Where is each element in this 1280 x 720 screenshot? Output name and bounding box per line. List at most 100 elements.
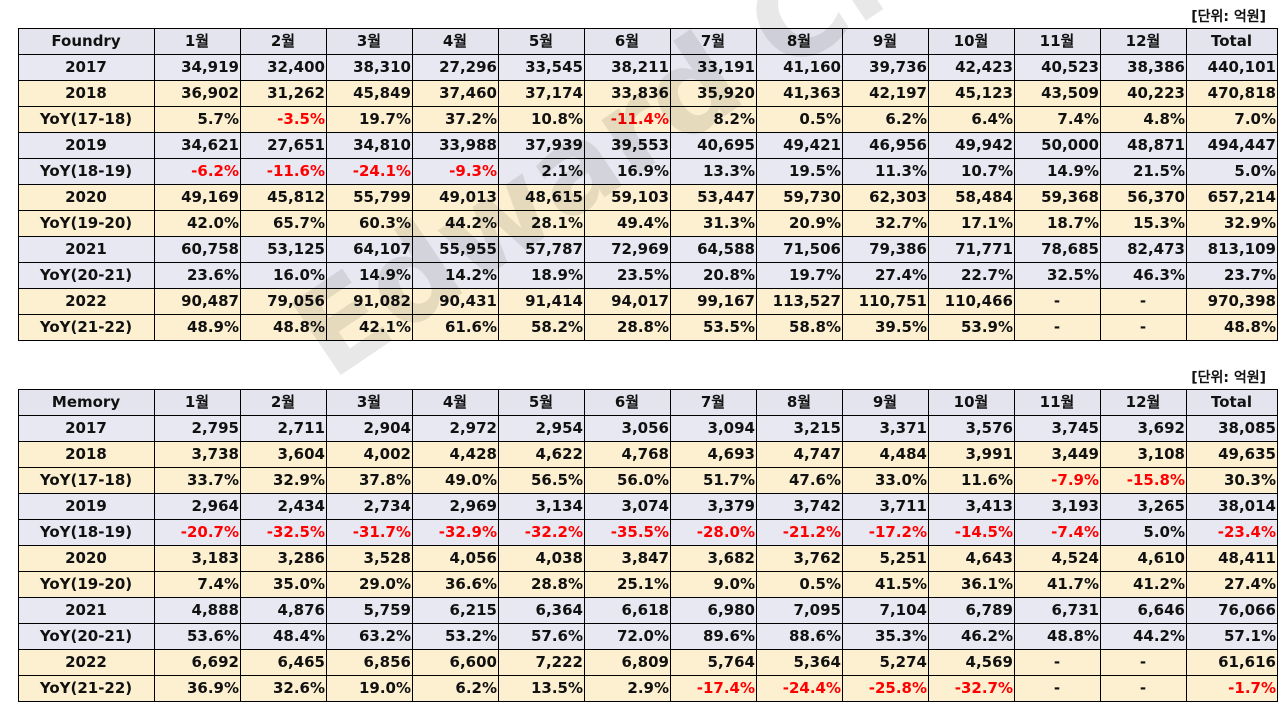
table-cell: 63.2% bbox=[326, 623, 413, 650]
table-cell: 32.7% bbox=[842, 210, 929, 237]
row-label: 2019 bbox=[18, 493, 155, 520]
table-row: 2017 2,795 2,711 2,904 2,972 2,954 3,056 3,094 3… bbox=[18, 415, 1278, 442]
table-cell: 48.9% bbox=[154, 314, 241, 341]
table-cell: 49.0% bbox=[412, 467, 499, 494]
table-cell: 2,964 bbox=[154, 493, 241, 520]
table-cell: 71,771 bbox=[928, 236, 1015, 263]
table-cell: 2,734 bbox=[326, 493, 413, 520]
row-label: YoY(18-19) bbox=[18, 158, 155, 185]
table-cell: 30.3% bbox=[1186, 467, 1278, 494]
table-cell: 3,134 bbox=[498, 493, 585, 520]
table-cell: 4,569 bbox=[928, 649, 1015, 676]
table-cell: 2,434 bbox=[240, 493, 327, 520]
table-cell: 113,527 bbox=[756, 288, 843, 315]
table-cell: 41.7% bbox=[1014, 571, 1101, 598]
table-cell: 21.5% bbox=[1100, 158, 1187, 185]
table-cell: 38,014 bbox=[1186, 493, 1278, 520]
column-header: 8월 bbox=[756, 28, 843, 55]
unit-label-memory: [단위: 억원] bbox=[1191, 370, 1266, 386]
table-cell: -35.5% bbox=[584, 519, 671, 546]
table-cell: 58,484 bbox=[928, 184, 1015, 211]
table-cell: 23.7% bbox=[1186, 262, 1278, 289]
table-cell: 53.6% bbox=[154, 623, 241, 650]
table-cell: -1.7% bbox=[1186, 675, 1278, 702]
table-cell: 55,799 bbox=[326, 184, 413, 211]
table-row: YoY(20-21) 53.6% 48.4% 63.2% 53.2% 57.6% 72.0%… bbox=[18, 623, 1278, 650]
table-cell: 3,215 bbox=[756, 415, 843, 442]
table-cell: -20.7% bbox=[154, 519, 241, 546]
table-cell: 18.7% bbox=[1014, 210, 1101, 237]
table-cell: 55,955 bbox=[412, 236, 499, 263]
table-cell: 37,460 bbox=[412, 80, 499, 107]
table-cell: 49.4% bbox=[584, 210, 671, 237]
header-row: Memory 1월 2월 3월 4월 5월 6월 7월 8월 9월 10월 11월 12월 Total bbox=[18, 389, 1278, 416]
table-cell: 970,398 bbox=[1186, 288, 1278, 315]
table-row: YoY(20-21) 23.6% 16.0% 14.9% 14.2% 18.9% 23.5%… bbox=[18, 262, 1278, 289]
table-cell: 19.5% bbox=[756, 158, 843, 185]
table-cell: 7,104 bbox=[842, 597, 929, 624]
table-cell: 41.5% bbox=[842, 571, 929, 598]
table-cell: 71,506 bbox=[756, 236, 843, 263]
table-cell: 6,646 bbox=[1100, 597, 1187, 624]
table-cell: 40,223 bbox=[1100, 80, 1187, 107]
table-cell: 3,711 bbox=[842, 493, 929, 520]
table-title-cell: Memory bbox=[18, 389, 155, 416]
table-cell: 25.1% bbox=[584, 571, 671, 598]
table-cell: 56.0% bbox=[584, 467, 671, 494]
table-cell: 2,972 bbox=[412, 415, 499, 442]
table-row: 2022 90,487 79,056 91,082 90,431 91,414 94,017… bbox=[18, 288, 1278, 315]
table-cell: 4,643 bbox=[928, 545, 1015, 572]
table-cell: 8.2% bbox=[670, 106, 757, 133]
table-cell: 32.5% bbox=[1014, 262, 1101, 289]
table-cell: 16.0% bbox=[240, 262, 327, 289]
table-cell: -23.4% bbox=[1186, 519, 1278, 546]
table-cell: 5,759 bbox=[326, 597, 413, 624]
table-cell: 657,214 bbox=[1186, 184, 1278, 211]
table-cell: 58.2% bbox=[498, 314, 585, 341]
table-cell: 90,487 bbox=[154, 288, 241, 315]
table-cell: 42,197 bbox=[842, 80, 929, 107]
row-label: YoY(19-20) bbox=[18, 571, 155, 598]
column-header: Total bbox=[1186, 28, 1278, 55]
table-cell: 20.9% bbox=[756, 210, 843, 237]
table-cell: 44.2% bbox=[1100, 623, 1187, 650]
table-cell: 49,635 bbox=[1186, 441, 1278, 468]
table-cell: 4,002 bbox=[326, 441, 413, 468]
table-cell: 15.3% bbox=[1100, 210, 1187, 237]
table-cell: 49,169 bbox=[154, 184, 241, 211]
table-row: YoY(19-20) 7.4% 35.0% 29.0% 36.6% 28.8% 25.1% 9… bbox=[18, 571, 1278, 598]
table-row: 2018 36,902 31,262 45,849 37,460 37,174 33,836… bbox=[18, 80, 1278, 107]
table-cell: 39,736 bbox=[842, 54, 929, 81]
table-cell: 3,183 bbox=[154, 545, 241, 572]
table-cell: - bbox=[1100, 649, 1187, 676]
table-cell: 59,368 bbox=[1014, 184, 1101, 211]
table-cell: -7.4% bbox=[1014, 519, 1101, 546]
table-cell: 110,466 bbox=[928, 288, 1015, 315]
row-label: 2022 bbox=[18, 649, 155, 676]
table-cell: 45,123 bbox=[928, 80, 1015, 107]
table-cell: -21.2% bbox=[756, 519, 843, 546]
table-cell: 37,939 bbox=[498, 132, 585, 159]
table-cell: -9.3% bbox=[412, 158, 499, 185]
table-cell: 62,303 bbox=[842, 184, 929, 211]
table-row: 2020 49,169 45,812 55,799 49,013 48,615 59,103… bbox=[18, 184, 1278, 211]
table-cell: 6,789 bbox=[928, 597, 1015, 624]
table-cell: 4,428 bbox=[412, 441, 499, 468]
table-cell: 3,379 bbox=[670, 493, 757, 520]
table-cell: 440,101 bbox=[1186, 54, 1278, 81]
table-cell: 33,545 bbox=[498, 54, 585, 81]
table-cell: 53,447 bbox=[670, 184, 757, 211]
table-cell: 3,762 bbox=[756, 545, 843, 572]
memory-table: Memory 1월 2월 3월 4월 5월 6월 7월 8월 9월 10월 11월 12월 Total 20… bbox=[18, 389, 1278, 702]
table-cell: 28.8% bbox=[584, 314, 671, 341]
table-cell: 3,286 bbox=[240, 545, 327, 572]
table-cell: -31.7% bbox=[326, 519, 413, 546]
table-cell: 2,969 bbox=[412, 493, 499, 520]
table-cell: 5,274 bbox=[842, 649, 929, 676]
table-cell: 6,980 bbox=[670, 597, 757, 624]
table-cell: 89.6% bbox=[670, 623, 757, 650]
table-cell: 4,610 bbox=[1100, 545, 1187, 572]
column-header: 1월 bbox=[154, 28, 241, 55]
table-cell: 28.8% bbox=[498, 571, 585, 598]
table-cell: 60.3% bbox=[326, 210, 413, 237]
